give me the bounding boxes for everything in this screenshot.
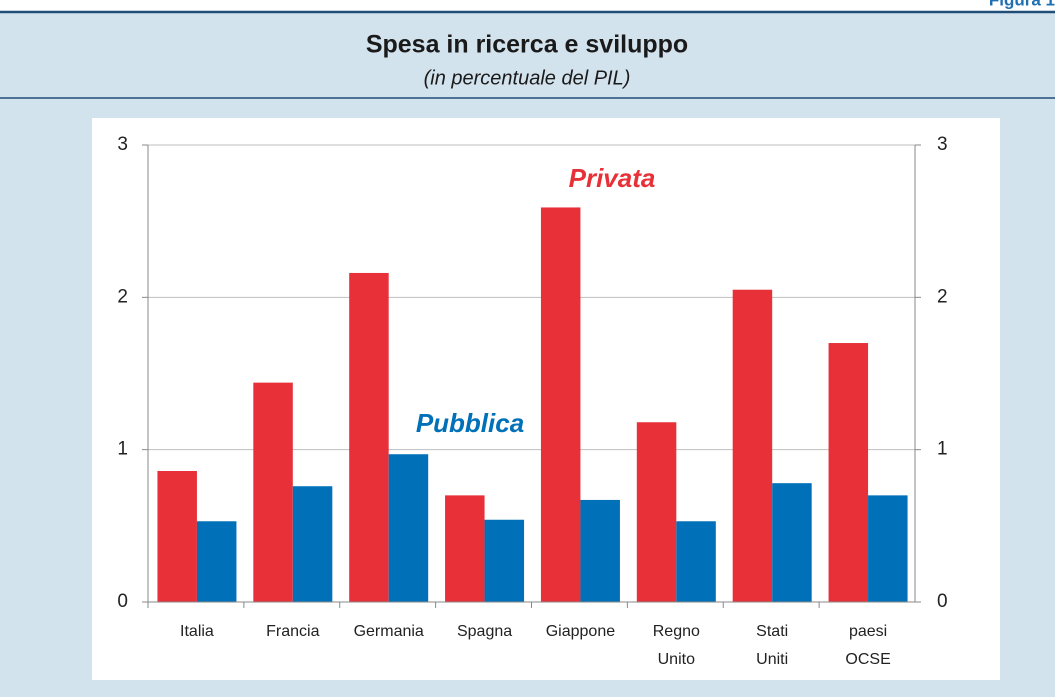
bar	[388, 454, 429, 602]
series-label: Privata	[569, 163, 656, 193]
y-tick-label: 1	[117, 439, 128, 460]
chart-subtitle: (in percentuale del PIL)	[424, 67, 631, 89]
bar	[828, 343, 869, 602]
bar	[445, 495, 485, 602]
x-tick-label: paesi OCSE	[845, 623, 890, 668]
bar	[157, 470, 197, 602]
bar	[349, 272, 389, 602]
x-tick-label: Stati Uniti	[756, 623, 788, 668]
y2-tick-label: 3	[937, 134, 948, 155]
x-tick-label: Regno Unito	[653, 623, 700, 668]
bar	[253, 382, 293, 602]
bar	[868, 495, 908, 602]
bar	[772, 483, 812, 602]
bar	[580, 499, 620, 602]
figure-label: Figura 1	[989, 0, 1055, 9]
bar	[732, 289, 773, 602]
bar	[484, 519, 525, 602]
y-tick-label: 0	[117, 591, 128, 612]
x-tick-label: Francia	[266, 623, 319, 640]
y2-tick-label: 2	[937, 286, 948, 307]
x-tick-label: Germania	[354, 623, 424, 640]
bar	[292, 486, 333, 602]
bar	[636, 422, 677, 602]
chart-title: Spesa in ricerca e sviluppo	[366, 31, 688, 59]
y-tick-label: 3	[117, 134, 128, 155]
y-tick-label: 2	[117, 286, 128, 307]
series-label: Pubblica	[416, 408, 524, 438]
x-tick-label: Giappone	[546, 623, 615, 640]
bar	[676, 521, 716, 602]
x-tick-label: Italia	[180, 623, 214, 640]
bar	[196, 521, 237, 602]
x-tick-label: Spagna	[457, 623, 512, 640]
y2-tick-label: 1	[937, 439, 948, 460]
y2-tick-label: 0	[937, 591, 948, 612]
bar	[540, 207, 581, 602]
